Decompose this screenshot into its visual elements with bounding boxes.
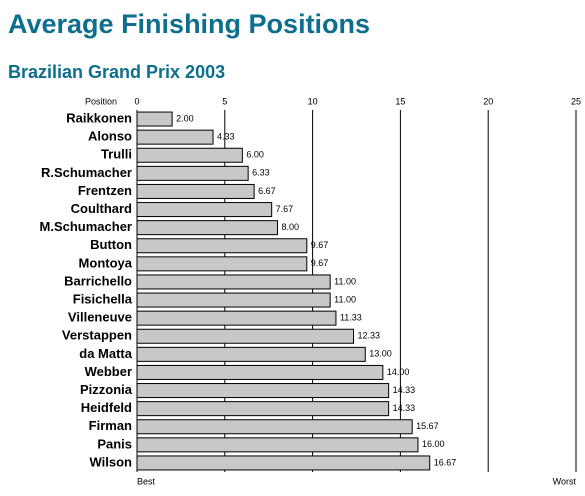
value-label: 4.33 [217, 132, 235, 142]
y-tick-label: Raikkonen [66, 110, 132, 125]
value-label: 7.67 [276, 204, 294, 214]
bar [136, 220, 278, 236]
y-tick-label: M.Schumacher [40, 219, 132, 234]
bar [136, 147, 243, 163]
x-tick-label: 5 [222, 96, 227, 106]
value-label: 14.00 [387, 367, 410, 377]
bar [136, 364, 384, 380]
x-tick-label: 15 [395, 96, 405, 106]
axis-end-label: Worst [553, 476, 577, 486]
value-label: 14.33 [393, 403, 416, 413]
y-tick-label: Heidfeld [81, 400, 132, 415]
value-label: 11.00 [334, 276, 356, 286]
bar [136, 401, 390, 417]
value-label: 6.67 [258, 186, 276, 196]
value-label: 14.33 [393, 385, 416, 395]
bar [136, 238, 308, 254]
y-tick-label: Villeneuve [68, 310, 132, 325]
bar [136, 165, 249, 181]
chart-title: Average Finishing Positions [8, 9, 370, 39]
bar [136, 183, 255, 199]
axis-label: Position [85, 96, 117, 106]
bar [136, 310, 337, 326]
value-label: 13.00 [369, 349, 392, 359]
value-label: 9.67 [311, 258, 329, 268]
y-tick-label: Trulli [101, 147, 132, 162]
y-tick-label: Firman [89, 418, 132, 433]
y-tick-label: Frentzen [78, 183, 132, 198]
value-label: 11.00 [334, 294, 356, 304]
y-tick-label: Barrichello [64, 273, 132, 288]
value-label: 6.00 [246, 150, 264, 160]
y-tick-label: R.Schumacher [41, 165, 132, 180]
value-label: 16.67 [434, 457, 457, 467]
y-tick-label: Wilson [90, 454, 133, 469]
x-tick-label: 0 [134, 96, 139, 106]
value-label: 12.33 [358, 331, 381, 341]
value-label: 15.67 [416, 421, 439, 431]
y-tick-label: da Matta [79, 346, 133, 361]
y-tick-label: Montoya [79, 255, 133, 270]
bar [136, 256, 308, 272]
value-label: 11.33 [340, 313, 362, 323]
y-tick-label: Pizzonia [80, 382, 133, 397]
y-tick-label: Verstappen [62, 328, 132, 343]
bar [136, 455, 431, 471]
y-tick-label: Panis [97, 436, 132, 451]
bar [136, 419, 413, 435]
bar [136, 328, 355, 344]
value-label: 16.00 [422, 439, 445, 449]
value-label: 6.33 [252, 168, 270, 178]
bar [136, 437, 419, 453]
value-label: 8.00 [281, 222, 299, 232]
bar [136, 274, 331, 290]
y-tick-label: Coulthard [71, 201, 132, 216]
bar [136, 292, 331, 308]
value-label: 2.00 [176, 113, 194, 123]
bar [136, 202, 273, 218]
value-label: 9.67 [311, 240, 329, 250]
axis-start-label: Best [137, 476, 156, 486]
bar [136, 111, 173, 127]
bar [136, 129, 214, 145]
x-tick-label: 10 [308, 96, 318, 106]
bar [136, 383, 390, 399]
y-tick-label: Fisichella [73, 291, 133, 306]
bar [136, 346, 366, 362]
y-tick-label: Button [90, 237, 132, 252]
chart-subtitle: Brazilian Grand Prix 2003 [8, 62, 225, 82]
x-tick-label: 25 [571, 96, 581, 106]
y-tick-label: Webber [85, 364, 132, 379]
x-tick-label: 20 [483, 96, 493, 106]
y-tick-label: Alonso [88, 129, 132, 144]
